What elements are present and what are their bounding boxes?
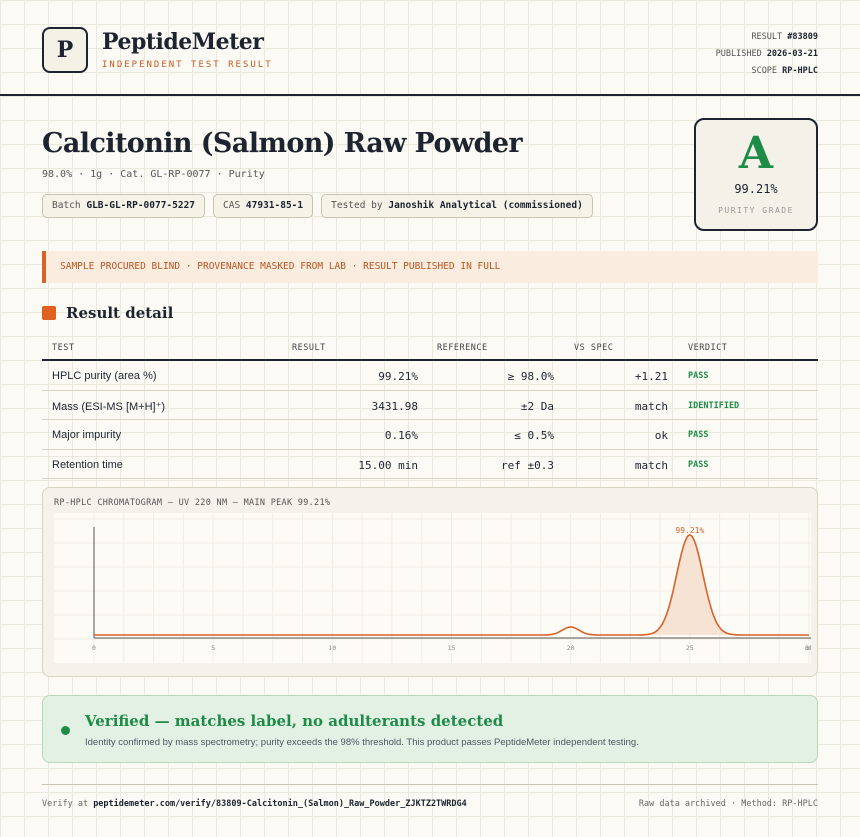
product-subline: 98.0% · 1g · Cat. GL-RP-0077 · Purity <box>42 169 265 180</box>
section-title: Result detail <box>66 304 174 322</box>
page-title: Calcitonin (Salmon) Raw Powder <box>42 128 523 159</box>
cell-reference: ≥ 98.0% <box>507 370 554 383</box>
cell-result: 0.16% <box>384 429 418 442</box>
report-header: P PeptideMeter INDEPENDENT TEST RESULT R… <box>0 0 860 96</box>
cell-result: 3431.98 <box>371 399 418 413</box>
verified-title: Verified — matches label, no adulterants… <box>85 712 504 730</box>
section-marker-icon <box>42 306 56 320</box>
footer-method: Raw data archived · Method: RP-HPLC <box>638 799 818 809</box>
verified-text: Identity confirmed by mass spectrometry;… <box>85 737 639 748</box>
x-tick-label: 30 <box>805 644 811 652</box>
cell-result: 99.21% <box>378 370 418 383</box>
x-tick-label: 0 <box>92 644 96 652</box>
x-tick-label: 25 <box>686 644 694 652</box>
footer: Verify at peptidemeter.com/verify/83809-… <box>42 784 818 809</box>
result-detail-heading: Result detail <box>42 304 173 322</box>
cell-verdict: PASS <box>688 430 709 440</box>
cell-vs-spec: match <box>634 399 668 413</box>
cell-verdict: IDENTIFIED <box>688 400 740 411</box>
table-row: Mass (ESI-MS [M+H]⁺) 3431.98 ±2 Da match… <box>42 391 818 420</box>
grade-value: 99.21% <box>734 182 778 196</box>
col-reference: REFERENCE <box>437 343 488 353</box>
verified-dot-icon <box>61 726 70 735</box>
cell-verdict: PASS <box>688 459 709 470</box>
cell-vs-spec: ok <box>654 429 668 442</box>
brand-name: PeptideMeter <box>102 29 264 55</box>
col-test: TEST <box>52 343 75 353</box>
batch-chip: Batch GLB-GL-RP-0077-5227 <box>42 194 206 218</box>
col-verdict: VERDICT <box>688 343 728 353</box>
purity-grade-card: A 99.21% PURITY GRADE <box>694 118 818 231</box>
cell-reference: ≤ 0.5% <box>514 429 554 442</box>
chromatogram-panel: RP-HPLC CHROMATOGRAM — UV 220 NM — MAIN … <box>42 487 818 677</box>
table-row: Retention time 15.00 min ref ±0.3 match … <box>42 450 818 479</box>
cell-reference: ref ±0.3 <box>501 458 554 472</box>
col-vs-spec: VS SPEC <box>574 343 614 353</box>
table-header: TEST RESULT REFERENCE VS SPEC VERDICT <box>42 336 818 361</box>
grade-letter: A <box>738 128 774 179</box>
cell-result: 15.00 min <box>358 458 418 472</box>
product-chips: Batch GLB-GL-RP-0077-5227 CAS 47931-85-1… <box>42 194 593 218</box>
verify-link[interactable]: peptidemeter.com/verify/83809-Calcitonin… <box>93 799 467 809</box>
cell-verdict: PASS <box>688 371 709 381</box>
cell-reference: ±2 Da <box>520 399 554 413</box>
result-id: RESULT #83809 <box>751 32 818 42</box>
x-tick-label: 20 <box>567 644 575 652</box>
x-unit-label: min <box>805 644 811 652</box>
signal-line <box>94 534 809 636</box>
scope: SCOPE RP-HPLC <box>751 66 818 76</box>
col-result: RESULT <box>292 343 326 353</box>
verify-label: Verify at <box>42 799 89 809</box>
cell-test: HPLC purity (area %) <box>52 370 157 382</box>
cell-test: Mass (ESI-MS [M+H]⁺) <box>52 400 166 413</box>
cell-vs-spec: +1.21 <box>634 370 668 383</box>
chromatogram-chart: 99.21% 0 5 10 15 20 25 30min <box>54 513 817 663</box>
chart-plot-area: 99.21% 0 5 10 15 20 25 30min <box>54 513 817 663</box>
x-tick-label: 10 <box>328 644 336 652</box>
logo: P <box>42 27 88 73</box>
table-row: Major impurity 0.16% ≤ 0.5% ok PASS <box>42 420 818 450</box>
grade-label: PURITY GRADE <box>718 206 794 215</box>
verified-banner: Verified — matches label, no adulterants… <box>42 695 818 763</box>
x-tick-label: 15 <box>448 644 456 652</box>
tested-by-chip: Tested by Janoshik Analytical (commissio… <box>321 194 593 218</box>
cell-test: Major impurity <box>52 429 122 441</box>
blind-sample-notice: SAMPLE PROCURED BLIND · PROVENANCE MASKE… <box>42 251 818 283</box>
cell-test: Retention time <box>52 458 123 471</box>
table-row: HPLC purity (area %) 99.21% ≥ 98.0% +1.2… <box>42 361 818 391</box>
peak-label: 99.21% <box>675 526 704 535</box>
published-date: PUBLISHED 2026-03-21 <box>715 49 818 59</box>
report-meta: RESULT #83809 PUBLISHED 2026-03-21 SCOPE… <box>716 29 818 80</box>
x-tick-label: 5 <box>211 644 215 652</box>
main-peak-area <box>650 535 730 635</box>
cell-vs-spec: match <box>634 458 668 472</box>
cas-chip: CAS 47931-85-1 <box>213 194 314 218</box>
results-table: TEST RESULT REFERENCE VS SPEC VERDICT HP… <box>42 336 818 479</box>
brand-subtitle: INDEPENDENT TEST RESULT <box>102 60 273 70</box>
chart-title: RP-HPLC CHROMATOGRAM — UV 220 NM — MAIN … <box>54 498 331 508</box>
